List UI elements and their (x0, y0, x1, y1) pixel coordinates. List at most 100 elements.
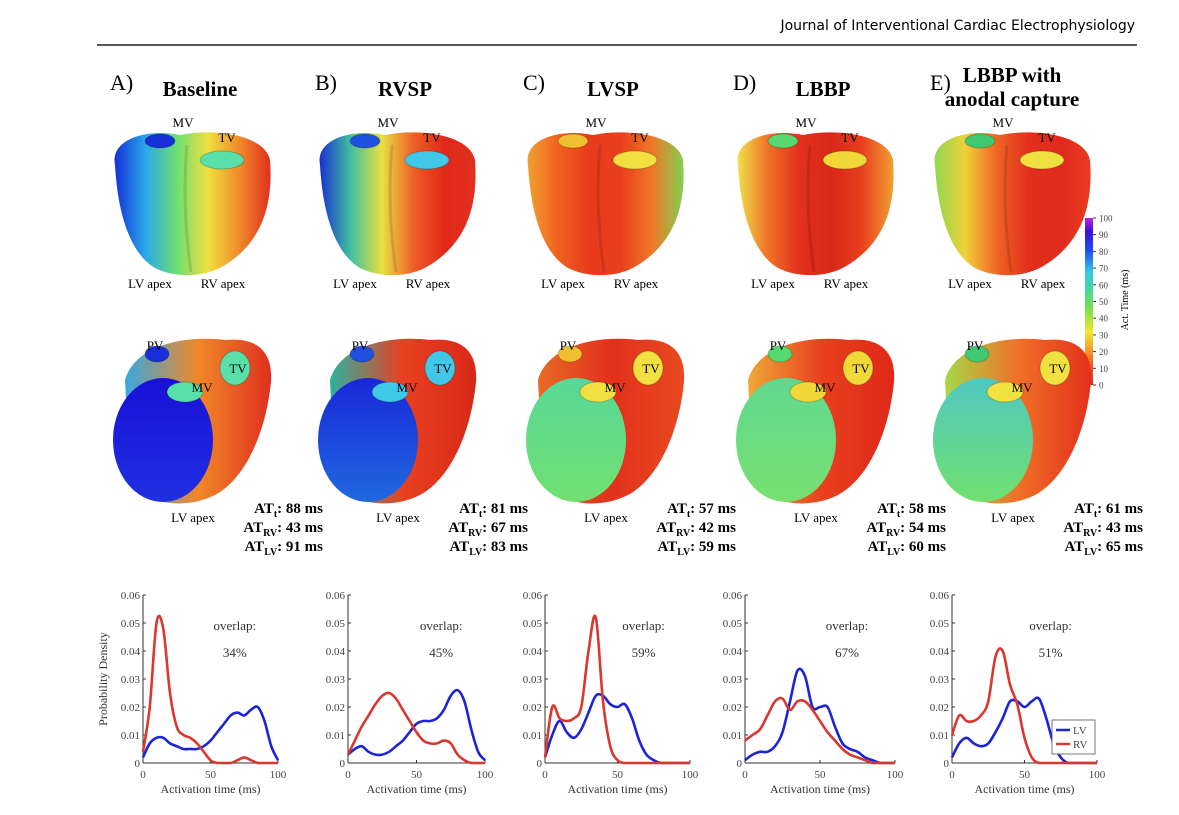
overlap-annotation: overlap: (420, 618, 463, 633)
y-tick-label: 0.01 (523, 730, 542, 742)
activation-stat: ATRV: 43 ms (1063, 520, 1143, 539)
x-tick-label: 50 (612, 769, 624, 781)
apex-label: LV apex (541, 276, 585, 291)
stat-name: AT (254, 501, 274, 517)
stat-name: AT (459, 501, 479, 517)
colorbar-tick-label: 80 (1099, 247, 1109, 257)
valve-label: TV (218, 130, 236, 145)
stat-name: AT (448, 520, 468, 536)
heart-fold (388, 144, 398, 273)
activation-stat: ATt: 57 ms (667, 501, 736, 520)
journal-name: Journal of Interventional Cardiac Electr… (779, 18, 1135, 34)
activation-stat: ATLV: 60 ms (867, 539, 946, 558)
stat-subscript: RV (676, 528, 691, 539)
stat-name: AT (243, 520, 263, 536)
valve-label: TV (642, 361, 660, 376)
stat-subscript: RV (1083, 528, 1098, 539)
mitral-valve (579, 381, 617, 403)
apex-label: RV apex (614, 276, 659, 291)
x-axis-label: Activation time (ms) (975, 782, 1075, 796)
valve-label: TV (852, 361, 870, 376)
left-ventricle (933, 378, 1033, 502)
activation-stat: ATt: 88 ms (254, 501, 323, 520)
valve-label: MV (378, 115, 400, 130)
mitral-valve (964, 133, 996, 149)
activation-stat: ATRV: 67 ms (448, 520, 528, 539)
overlap-annotation: overlap: (826, 618, 869, 633)
valve-label: MV (397, 380, 419, 395)
overlap-annotation: overlap: (214, 618, 257, 633)
tricuspid-valve (404, 150, 450, 170)
y-tick-label: 0.06 (523, 590, 543, 602)
valve-label: MV (605, 380, 627, 395)
valve-label: MV (815, 380, 837, 395)
stat-subscript: t (897, 509, 901, 520)
stat-value: : 91 ms (277, 539, 323, 555)
activation-stat: ATLV: 59 ms (657, 539, 736, 558)
stat-subscript: t (687, 509, 691, 520)
stat-subscript: RV (886, 528, 901, 539)
tricuspid-valve (199, 150, 245, 170)
stat-value: : 43 ms (277, 520, 323, 536)
x-axis-label: Activation time (ms) (770, 782, 870, 796)
apex-label: LV apex (376, 510, 420, 525)
y-tick-label: 0.04 (121, 646, 141, 658)
stat-value: : 57 ms (690, 501, 736, 517)
valve-label: TV (841, 130, 859, 145)
y-tick-label: 0.05 (723, 618, 743, 630)
stat-name: AT (866, 520, 886, 536)
density-curve (347, 688, 487, 762)
stat-name: AT (1063, 520, 1083, 536)
tricuspid-valve (612, 150, 658, 170)
stat-value: : 65 ms (1097, 539, 1143, 555)
colorbar-tick-label: 40 (1099, 314, 1109, 324)
x-tick-label: 100 (887, 769, 904, 781)
y-tick-label: 0 (737, 758, 743, 770)
valve-label: MV (1012, 380, 1034, 395)
stat-name: AT (1064, 539, 1084, 555)
apex-label: LV apex (128, 276, 172, 291)
y-tick-label: 0.01 (121, 730, 140, 742)
y-tick-label: 0.03 (326, 674, 346, 686)
y-tick-label: 0.06 (121, 590, 141, 602)
x-tick-label: 100 (477, 769, 494, 781)
y-tick-label: 0.02 (723, 702, 742, 714)
tricuspid-valve (424, 350, 456, 386)
overlap-annotation: 59% (632, 645, 656, 660)
y-tick-label: 0 (944, 758, 950, 770)
density-curve (141, 614, 278, 765)
stat-subscript: RV (263, 528, 278, 539)
stat-value: : 54 ms (900, 520, 946, 536)
tricuspid-valve (822, 150, 868, 170)
y-tick-label: 0.01 (930, 730, 949, 742)
heart-fold (806, 144, 816, 273)
colorbar-tick-label: 50 (1099, 297, 1109, 307)
left-ventricle (526, 378, 626, 502)
stat-subscript: LV (677, 547, 691, 558)
x-tick-label: 0 (345, 769, 351, 781)
y-tick-label: 0.02 (930, 702, 949, 714)
mitral-valve (144, 133, 176, 149)
y-tick-label: 0.03 (121, 674, 141, 686)
y-tick-label: 0.04 (723, 646, 743, 658)
panel-label: C) (523, 70, 545, 95)
density-curve (744, 696, 895, 765)
y-tick-label: 0.05 (930, 618, 950, 630)
density-curve (141, 705, 280, 761)
y-tick-label: 0.06 (723, 590, 743, 602)
y-tick-label: 0 (537, 758, 543, 770)
left-ventricle (736, 378, 836, 502)
y-tick-label: 0.02 (121, 702, 140, 714)
mitral-valve (986, 381, 1024, 403)
x-axis-label: Activation time (ms) (161, 782, 261, 796)
colorbar-tick-label: 10 (1099, 364, 1109, 374)
stat-name: AT (449, 539, 469, 555)
stat-name: AT (867, 539, 887, 555)
y-tick-label: 0.03 (930, 674, 950, 686)
colorbar (1085, 218, 1093, 385)
apex-label: LV apex (333, 276, 377, 291)
valve-label: PV (770, 338, 787, 353)
stat-value: : 60 ms (900, 539, 946, 555)
overlap-annotation: 45% (429, 645, 453, 660)
